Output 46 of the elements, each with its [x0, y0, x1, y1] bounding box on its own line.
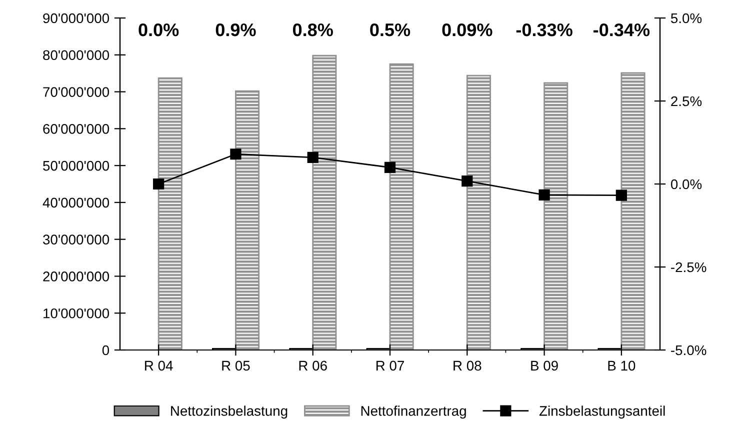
legend-label: Nettofinanzertrag	[361, 406, 466, 419]
x-tick-label: R 07	[376, 360, 404, 371]
y-tick-label: 40'000'000	[42, 198, 110, 208]
annotation: -0.34%	[594, 23, 650, 36]
y2-tick-label: 0.0%	[670, 179, 702, 190]
bar	[389, 63, 414, 350]
point	[384, 162, 396, 173]
y-tick-label: 50'000'000	[43, 160, 110, 171]
x-tick-label: R 04	[145, 360, 173, 371]
y2-tick-label: -2.5%	[671, 262, 706, 272]
point	[462, 175, 473, 187]
bar	[620, 72, 646, 350]
point	[538, 189, 550, 201]
annotation: 0.5%	[370, 23, 410, 36]
point	[307, 152, 318, 163]
x-tick-label: R 08	[454, 360, 482, 371]
x-tick-label: R 05	[222, 360, 250, 371]
annotation: 0.8%	[292, 23, 333, 36]
y-tick-label: 60'000'000	[43, 124, 110, 134]
bar	[466, 74, 491, 350]
annotation: 0.09%	[442, 23, 492, 36]
bar	[235, 90, 260, 350]
annotation: -0.33%	[516, 23, 572, 36]
y-tick-label: 30'000'000	[43, 234, 110, 245]
annotation: 0.0%	[138, 23, 179, 36]
point	[230, 148, 242, 160]
legend-label: Nettozinsbelastung	[171, 406, 288, 419]
y2-tick-label: 5.0%	[670, 13, 702, 24]
y-tick-label: 20'000'000	[43, 272, 110, 282]
bar	[158, 77, 182, 350]
legend-label: Zinsbelastungsanteil	[539, 406, 665, 419]
point	[153, 178, 164, 190]
point	[616, 190, 627, 201]
y-tick-label: 70'000'000	[43, 87, 110, 97]
y-tick-label: 0	[102, 345, 110, 356]
y2-tick-label: 2.5%	[671, 96, 702, 106]
x-tick-label: B 09	[531, 360, 558, 371]
x-tick-label: B 10	[608, 360, 636, 371]
y2-tick-label: -5.0%	[671, 345, 706, 356]
bar	[312, 54, 337, 350]
y-tick-label: 90'000'000	[43, 13, 110, 24]
annotation: 0.9%	[216, 23, 256, 36]
x-tick-label: R 06	[299, 360, 327, 371]
y-tick-label: 10'000'000	[44, 308, 110, 318]
y-tick-label: 80'000'000	[43, 50, 110, 60]
bar	[544, 82, 568, 350]
